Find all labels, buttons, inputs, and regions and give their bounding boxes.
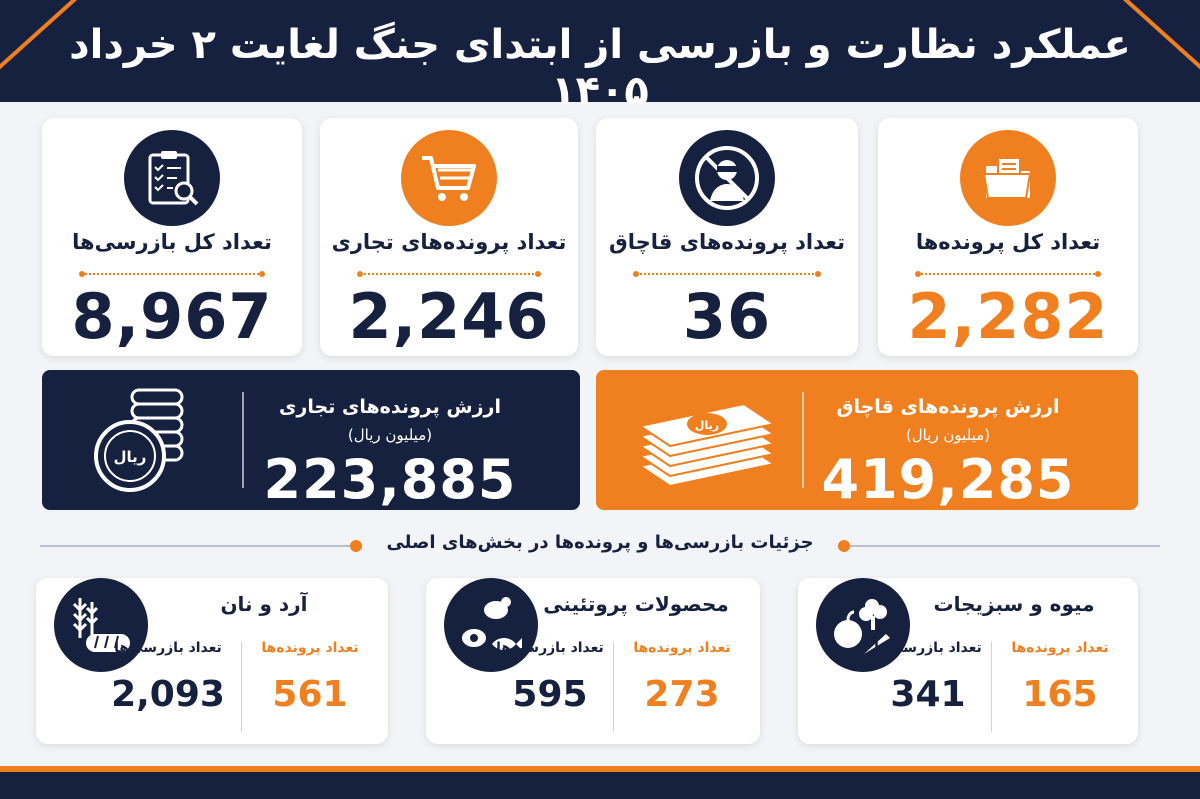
inspections-value: 341 [890,674,966,715]
panel-value: 223,885 [263,448,517,511]
divider [357,271,541,277]
stat-label: تعداد پرونده‌های تجاری [331,230,567,254]
sector-cases: تعداد پرونده‌ها 273 [622,640,742,715]
cases-label: تعداد پرونده‌ها [633,640,731,656]
svg-text:ریال: ریال [114,448,147,466]
sector-inspections: تعداد بازرسی‌ها 341 [868,640,988,715]
divider [633,271,821,277]
section-heading: جزئیات بازرسی‌ها و پرونده‌ها در بخش‌های … [40,530,1160,560]
sector-cases: تعداد پرونده‌ها 561 [250,640,370,715]
heading-dot-left [350,540,362,552]
sector-card-flour-bread: آرد و نان تعداد پرونده‌ها 561 تعداد بازر… [36,578,388,744]
bread-icon [54,578,148,672]
coin-stack-icon: ریال [88,380,198,504]
divider [79,271,265,277]
heading-dot-right [838,540,850,552]
smuggler-icon [679,130,775,226]
smuggling-value-panel: ارزش پرونده‌های قاچاق (میلیون ریال) 419,… [596,370,1138,511]
checklist-icon [124,130,220,226]
stat-card-commercial-cases: تعداد پرونده‌های تجاری 2,246 [320,118,578,356]
stat-label: تعداد کل پرونده‌ها [915,230,1101,254]
divider [915,271,1101,277]
sector-inspections: تعداد بازرسی‌ها 2,093 [108,640,228,715]
stat-value: 8,967 [71,280,273,353]
svg-text:ریال: ریال [695,419,719,432]
inspections-label: تعداد بازرسی‌ها [496,640,604,656]
sector-cases: تعداد پرونده‌ها 165 [1000,640,1120,715]
banknotes-icon: ریال [632,380,782,504]
sector-inspections: تعداد بازرسی‌ها 595 [490,640,610,715]
panel-label: ارزش پرونده‌های تجاری [279,396,501,418]
shopping-cart-icon [401,130,497,226]
inspections-label: تعداد بازرسی‌ها [114,640,222,656]
panel-value: 419,285 [821,448,1075,511]
panel-unit: (میلیون ریال) [905,426,991,444]
column-separator [241,642,242,732]
stat-value: 36 [682,280,772,353]
sector-name: آرد و نان [220,592,308,616]
stat-value: 2,246 [348,280,550,353]
stat-value: 2,282 [907,280,1109,353]
panel-divider [802,392,804,488]
protein-icon [444,578,538,672]
fruit-vegetable-icon [816,578,910,672]
panel-divider [242,392,244,488]
panel-unit: (میلیون ریال) [347,426,433,444]
stat-card-smuggling-cases: تعداد پرونده‌های قاچاق 36 [596,118,858,356]
page-title: عملکرد نظارت و بازرسی از ابتدای جنگ لغای… [69,22,1131,114]
header-banner: عملکرد نظارت و بازرسی از ابتدای جنگ لغای… [0,0,1200,114]
heading-line-right [850,545,1160,547]
commercial-value-panel: ارزش پرونده‌های تجاری (میلیون ریال) 223,… [42,370,580,511]
column-separator [613,642,614,732]
folder-icon [960,130,1056,226]
cases-value: 165 [1022,674,1098,715]
inspections-label: تعداد بازرسی‌ها [874,640,982,656]
inspections-value: 2,093 [111,674,225,715]
section-title: جزئیات بازرسی‌ها و پرونده‌ها در بخش‌های … [386,532,814,553]
cases-value: 561 [272,674,348,715]
stat-card-total-inspections: تعداد کل بازرسی‌ها 8,967 [42,118,302,356]
column-separator [991,642,992,732]
stat-label: تعداد پرونده‌های قاچاق [608,230,845,254]
cases-label: تعداد پرونده‌ها [1011,640,1109,656]
cases-label: تعداد پرونده‌ها [261,640,359,656]
inspections-value: 595 [512,674,588,715]
cases-value: 273 [644,674,720,715]
sector-name: میوه و سبزیجات [933,592,1095,616]
sector-card-protein: محصولات پروتئینی تعداد پرونده‌ها 273 تعد… [426,578,760,744]
panel-label: ارزش پرونده‌های قاچاق [836,396,1060,418]
sector-card-fruit-vegetables: میوه و سبزیجات تعداد پرونده‌ها 165 تعداد… [798,578,1138,744]
sector-name: محصولات پروتئینی [543,592,729,616]
stat-card-total-cases: تعداد کل پرونده‌ها 2,282 [878,118,1138,356]
heading-line-left [40,545,350,547]
footer-bar [0,766,1200,799]
stat-label: تعداد کل بازرسی‌ها [72,230,272,254]
